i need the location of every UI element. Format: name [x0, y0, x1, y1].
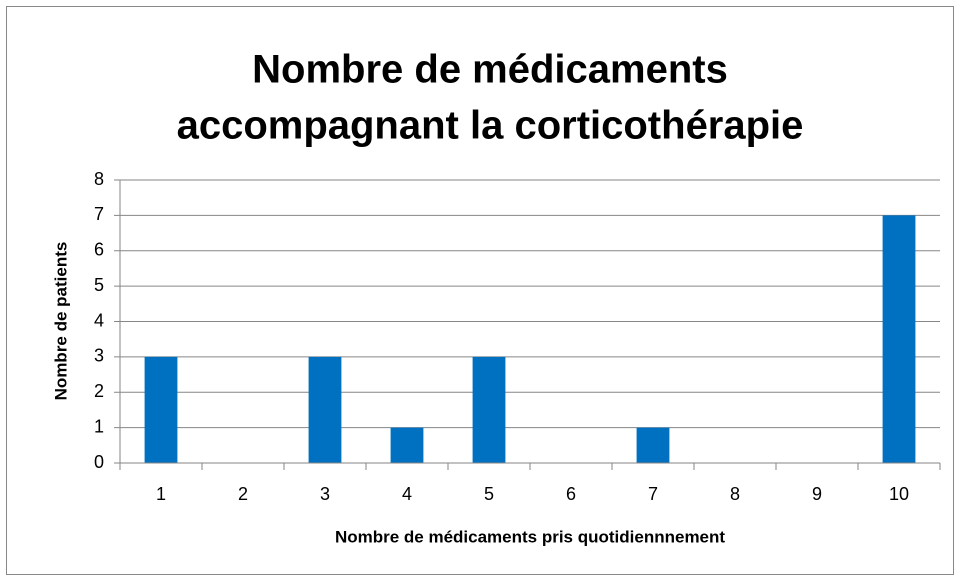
y-tick-label: 4	[94, 310, 104, 330]
y-tick-label: 7	[94, 204, 104, 224]
y-tick-label: 8	[94, 169, 104, 189]
x-tick-label: 8	[730, 484, 740, 504]
x-tick-label: 5	[484, 484, 494, 504]
y-tick-label: 1	[94, 416, 104, 436]
x-tick-label: 2	[238, 484, 248, 504]
bar	[308, 356, 342, 463]
y-tick-label: 5	[94, 275, 104, 295]
y-axis-label: Nombre de patients	[51, 242, 70, 401]
x-tick-label: 10	[889, 484, 909, 504]
chart-frame	[6, 6, 954, 575]
y-tick-label: 3	[94, 346, 104, 366]
bar	[472, 356, 506, 463]
bar	[882, 215, 916, 463]
y-tick-label: 2	[94, 381, 104, 401]
bar	[144, 356, 178, 463]
x-tick-label: 9	[812, 484, 822, 504]
x-axis-label: Nombre de médicaments pris quotidiennnem…	[335, 527, 725, 546]
bar	[636, 427, 670, 463]
x-tick-label: 1	[156, 484, 166, 504]
y-tick-label: 0	[94, 452, 104, 472]
chart-title: accompagnant la corticothérapie	[177, 104, 804, 148]
x-tick-label: 6	[566, 484, 576, 504]
y-tick-label: 6	[94, 240, 104, 260]
bar	[390, 427, 424, 463]
x-tick-label: 3	[320, 484, 330, 504]
chart-title: Nombre de médicaments	[252, 48, 728, 92]
x-tick-label: 7	[648, 484, 658, 504]
x-tick-label: 4	[402, 484, 412, 504]
